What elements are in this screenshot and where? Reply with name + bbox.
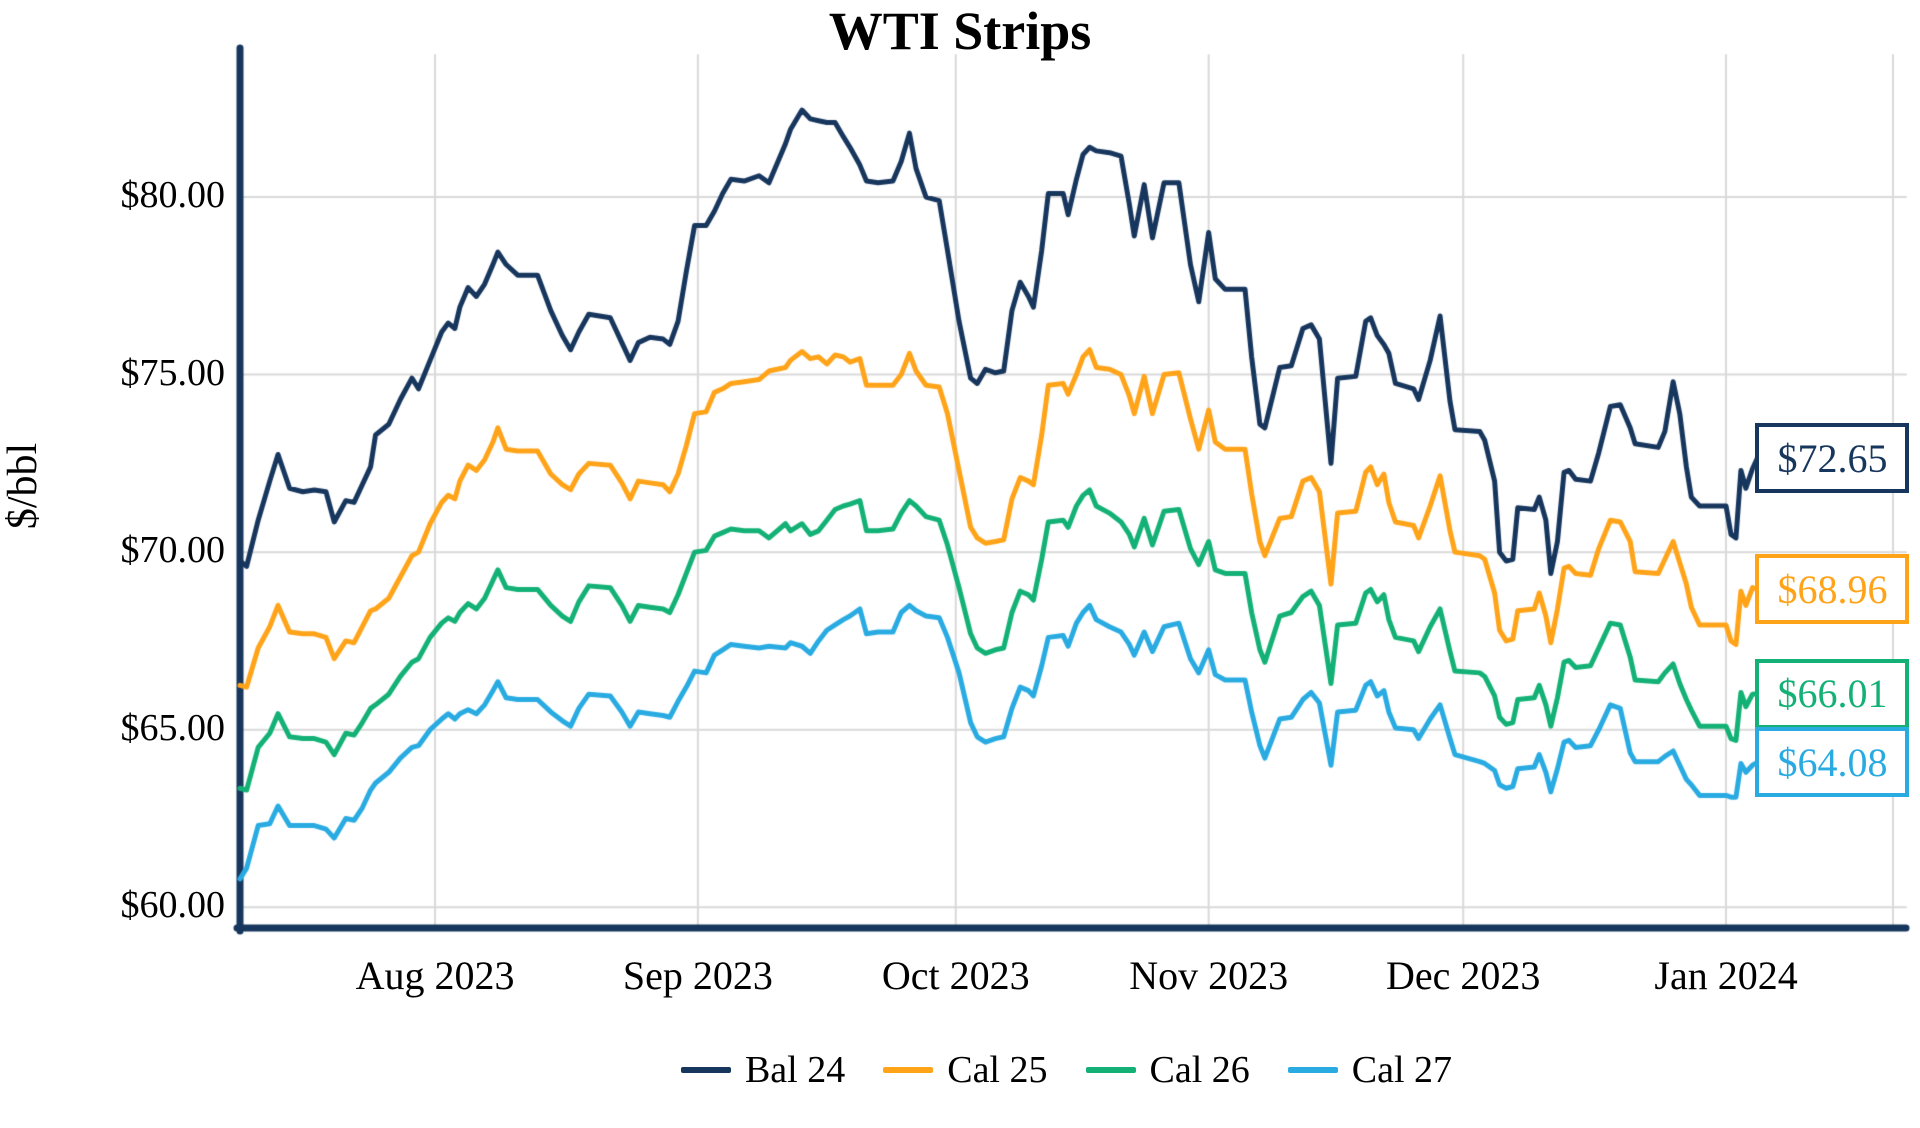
legend-label-cal-25: Cal 25	[947, 1049, 1048, 1091]
x-tick-label-sep-2023: Sep 2023	[622, 953, 773, 998]
y-tick-label-80: $80.00	[120, 174, 226, 217]
legend-label-cal-27: Cal 27	[1351, 1049, 1453, 1091]
legend-swatch-cal-25	[883, 1067, 934, 1073]
x-tick-label-oct-2023: Oct 2023	[881, 953, 1030, 998]
legend-swatch-cal-26	[1085, 1067, 1136, 1073]
end-label-bal-24: $72.65	[1755, 423, 1910, 494]
legend-item-bal-24: Bal 24	[680, 1048, 846, 1092]
legend-label-bal-24: Bal 24	[744, 1049, 846, 1091]
x-tick-label-jan-2024: Jan 2024	[1654, 953, 1798, 998]
y-tick-label-65: $65.00	[120, 706, 226, 749]
legend-swatch-cal-27	[1287, 1067, 1338, 1073]
legend-label-cal-26: Cal 26	[1149, 1049, 1250, 1091]
legend-item-cal-27: Cal 27	[1287, 1048, 1453, 1092]
x-tick-label-aug-2023: Aug 2023	[355, 953, 515, 998]
y-tick-label-70: $70.00	[120, 529, 226, 572]
y-tick-label-75: $75.00	[120, 351, 226, 394]
legend-swatch-bal-24	[680, 1067, 731, 1073]
x-tick-label-dec-2023: Dec 2023	[1386, 953, 1541, 998]
y-axis-title: $/bbl	[0, 442, 46, 530]
x-tick-label-nov-2023: Nov 2023	[1129, 953, 1289, 998]
end-label-cal-27: $64.08	[1755, 727, 1910, 798]
legend-item-cal-26: Cal 26	[1085, 1048, 1250, 1092]
chart-title: WTI Strips	[828, 1, 1092, 61]
legend-item-cal-25: Cal 25	[883, 1048, 1048, 1092]
legend: Bal 24 Cal 25 Cal 26 Cal 27	[240, 1048, 1893, 1092]
end-label-cal-25: $68.96	[1755, 554, 1910, 625]
end-label-cal-26: $66.01	[1755, 658, 1910, 729]
y-tick-label-60: $60.00	[120, 884, 226, 927]
